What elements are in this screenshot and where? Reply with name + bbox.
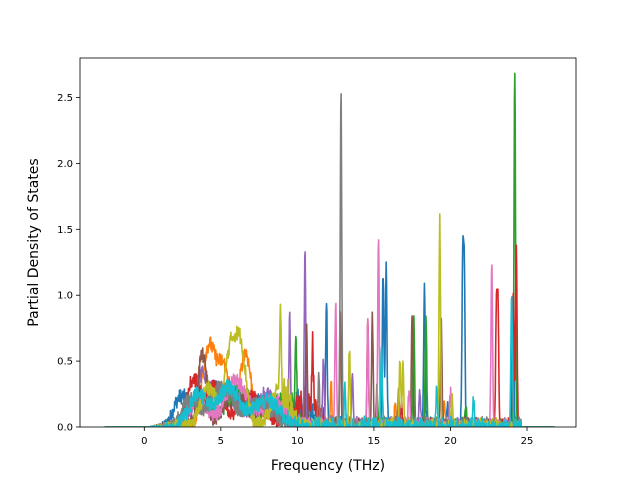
x-tick-label: 0 <box>141 436 147 447</box>
series-line-2 <box>104 336 555 427</box>
y-tick-label: 0.5 <box>57 357 73 368</box>
x-tick-label: 5 <box>218 436 224 447</box>
y-axis-label: Partial Density of States <box>26 158 42 326</box>
x-tick-label: 15 <box>368 436 381 447</box>
y-tick-label: 0.0 <box>57 423 73 434</box>
y-tick-label: 2.0 <box>57 159 73 170</box>
plot-frame <box>79 57 577 428</box>
x-tick-label: 25 <box>521 436 534 447</box>
series-layer <box>104 72 555 427</box>
x-tick-label: 10 <box>291 436 304 447</box>
y-tick-label: 1.0 <box>57 291 73 302</box>
y-tick-label: 1.5 <box>57 225 73 236</box>
x-tick-label: 20 <box>444 436 457 447</box>
y-tick-label: 2.5 <box>57 93 73 104</box>
ticks-layer: 0 5 10 15 20 25 0.0 0.5 1.0 1.5 2.0 2.5 <box>57 93 533 447</box>
x-axis-label: Frequency (THz) <box>271 458 385 474</box>
